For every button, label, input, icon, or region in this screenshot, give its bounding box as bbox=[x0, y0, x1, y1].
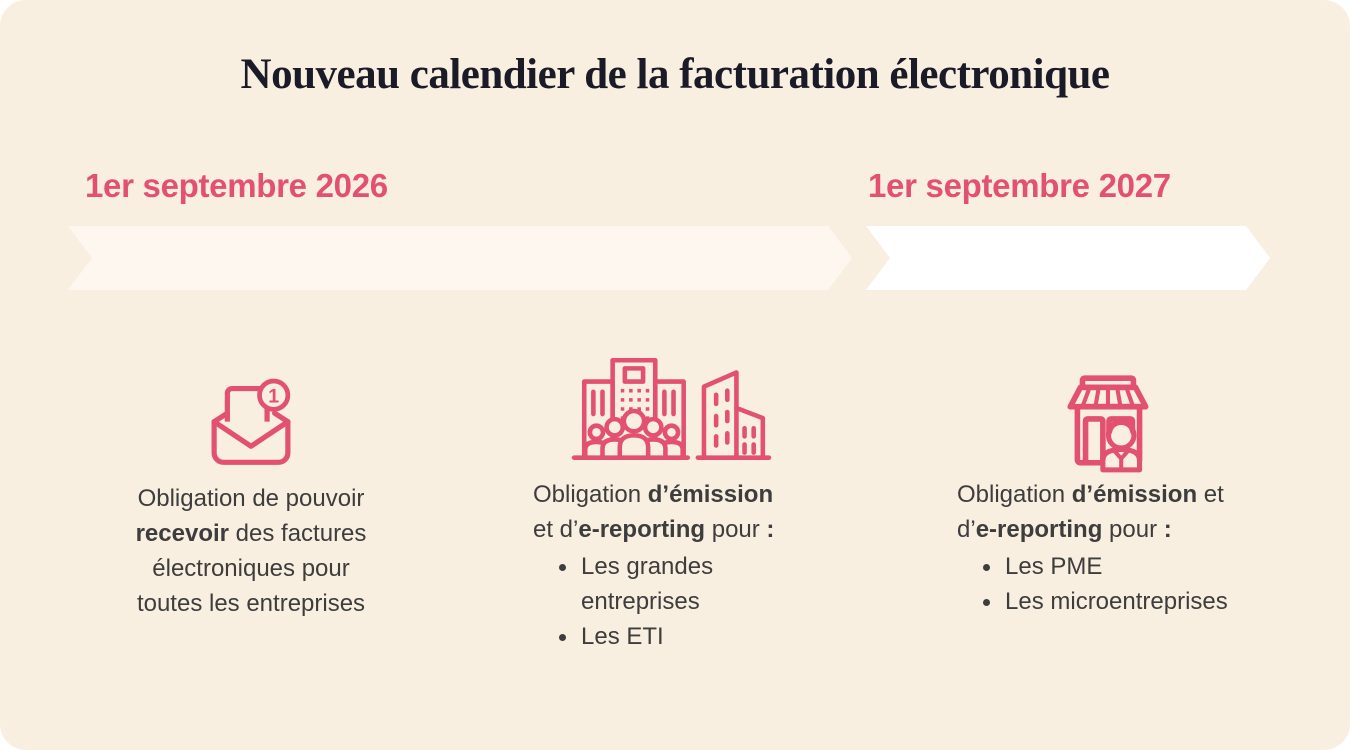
bullet-dot-icon bbox=[559, 564, 566, 571]
tall-building bbox=[701, 370, 739, 460]
tall-building-windows bbox=[713, 388, 730, 448]
shopkeeper-tie bbox=[1112, 448, 1131, 471]
text-line: Obligation de pouvoir bbox=[137, 485, 365, 512]
short-building bbox=[734, 405, 766, 460]
wing-windows bbox=[591, 389, 676, 417]
person-head bbox=[642, 416, 664, 438]
text-line: d’e-reporting pour : bbox=[957, 516, 1172, 543]
text-line: Obligation d’émission et bbox=[957, 481, 1224, 508]
card-text-emission-large-companies: Obligation d’émission et d’e-reporting p… bbox=[533, 477, 863, 654]
list-item: Les PME bbox=[957, 549, 1302, 584]
list-item-text: Les grandes entreprises bbox=[581, 553, 714, 615]
envelope-notification-icon: 1 bbox=[211, 378, 291, 465]
list-item: Les ETI bbox=[533, 619, 863, 654]
list-item-text: Les PME bbox=[1005, 553, 1103, 580]
text-line: Obligation d’émission bbox=[533, 481, 774, 508]
envelope-back-flap bbox=[211, 410, 291, 425]
text-line: électroniques pour bbox=[152, 555, 350, 582]
person-head bbox=[587, 423, 606, 442]
notification-badge-count: 1 bbox=[268, 386, 279, 408]
list-item: Les microentreprises bbox=[957, 584, 1302, 619]
timeline-arrow-2026 bbox=[68, 226, 852, 290]
milestone-date-2026: 1er septembre 2026 bbox=[85, 167, 388, 204]
shop-person-icon bbox=[1067, 375, 1149, 473]
list-item: Les grandes entreprises bbox=[533, 549, 863, 619]
short-building-windows bbox=[742, 425, 756, 455]
bullet-dot-icon bbox=[983, 564, 990, 571]
shop-door bbox=[1082, 416, 1106, 466]
person-head bbox=[662, 423, 681, 442]
person-body bbox=[617, 433, 651, 460]
tower-top-window bbox=[622, 366, 646, 384]
list-item-text: Les ETI bbox=[581, 623, 664, 650]
milestone-date-2027: 1er septembre 2027 bbox=[868, 167, 1171, 204]
text-line: toutes les entreprises bbox=[136, 590, 366, 617]
page-title: Nouveau calendier de la facturation élec… bbox=[240, 51, 1110, 98]
card-text-receive-obligation: Obligation de pouvoir recevoir des factu… bbox=[95, 481, 407, 621]
person-head bbox=[621, 408, 647, 434]
timeline-arrow-2027 bbox=[866, 226, 1270, 290]
bullet-list: Les PME Les microentreprises bbox=[957, 549, 1302, 619]
text-line: et d’e-reporting pour : bbox=[533, 516, 775, 543]
card-text-emission-sme: Obligation d’émission et d’e-reporting p… bbox=[957, 477, 1302, 619]
shopkeeper-hair bbox=[1106, 418, 1136, 435]
bullet-dot-icon bbox=[983, 599, 990, 606]
envelope-outline bbox=[211, 419, 291, 465]
text-line: recevoir des factures bbox=[135, 520, 367, 547]
list-item-text: Les microentreprises bbox=[1005, 588, 1228, 615]
awning-stripes bbox=[1080, 386, 1136, 408]
notification-badge-circle bbox=[257, 378, 291, 412]
bullet-list: Les grandes entreprises Les ETI bbox=[533, 549, 863, 654]
envelope-flap-v bbox=[211, 419, 291, 449]
bullet-dot-icon bbox=[559, 634, 566, 641]
person-head bbox=[604, 416, 626, 438]
buildings-crowd-icon bbox=[571, 357, 772, 460]
